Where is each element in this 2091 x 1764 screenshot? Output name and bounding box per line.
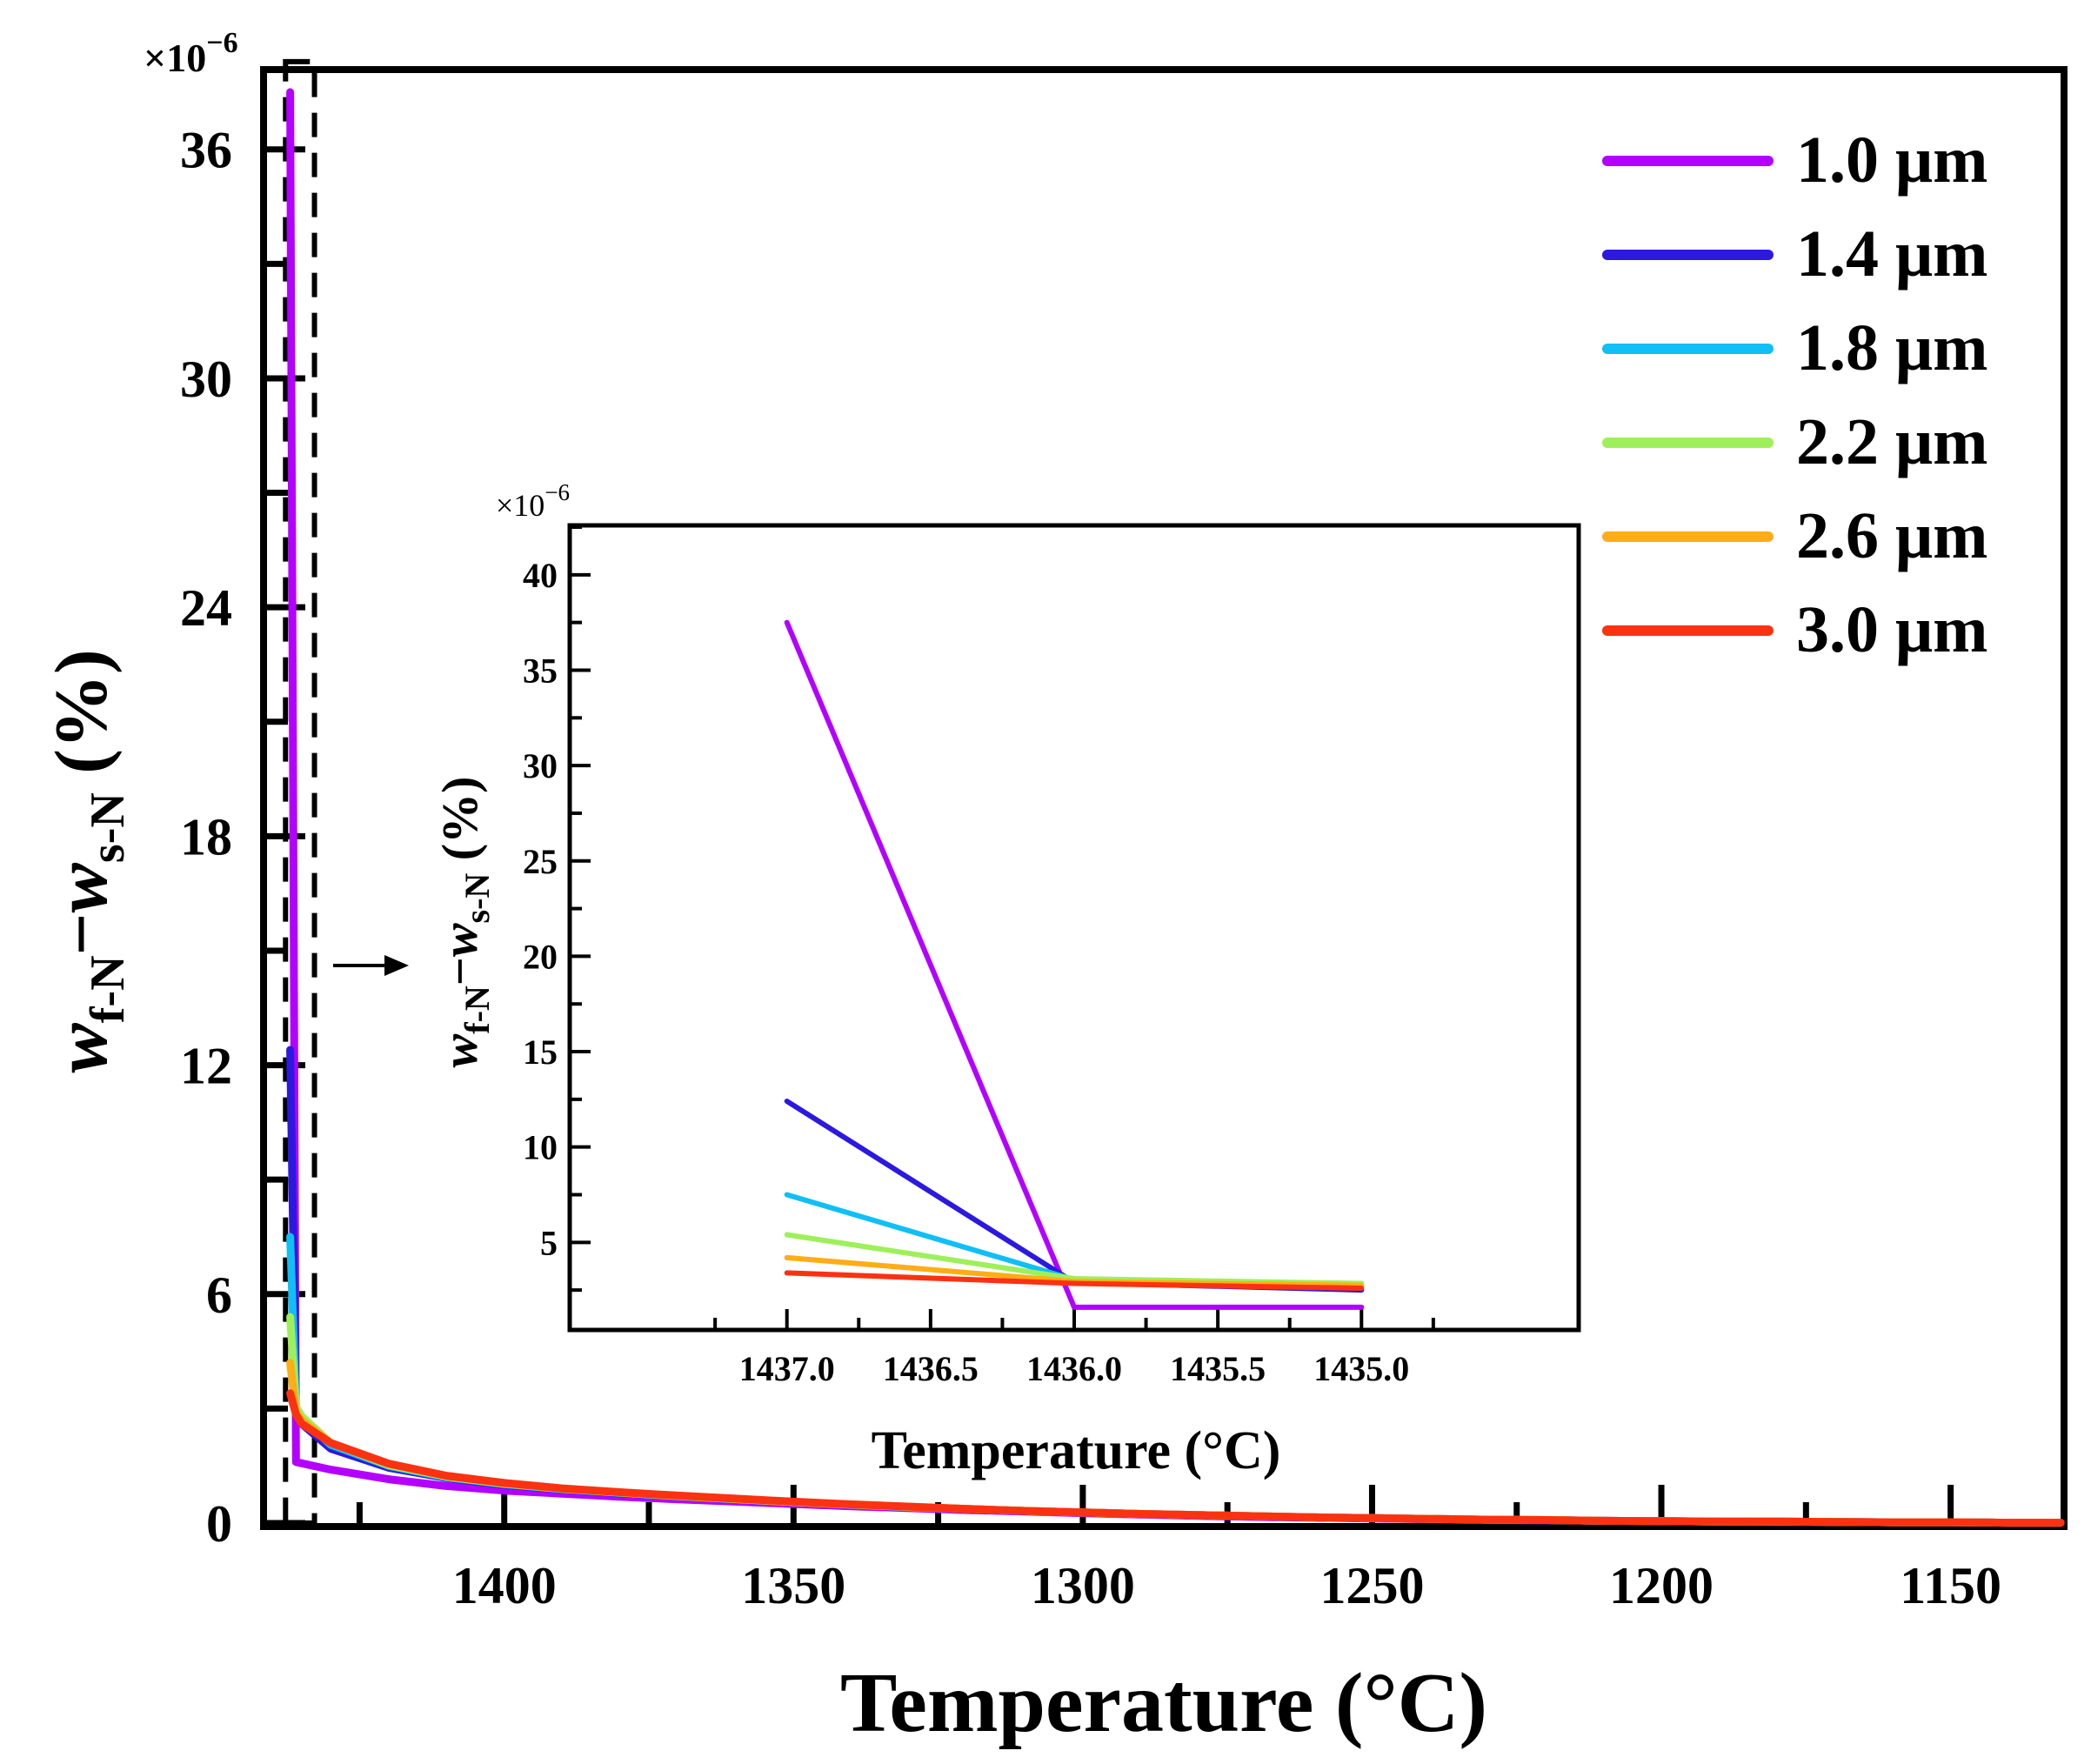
legend-label: 2.2 μm xyxy=(1796,405,1987,478)
inset-arrow-head xyxy=(384,955,409,976)
legend-item: 2.2 μm xyxy=(1602,405,1987,478)
zoom-region-box xyxy=(283,58,317,1526)
x-tick-label: 1435.0 xyxy=(1313,1349,1409,1388)
y-tick-label: 15 xyxy=(523,1032,558,1072)
x-tick-label: 1436.0 xyxy=(1026,1349,1122,1388)
legend-label: 2.6 μm xyxy=(1796,499,1987,572)
legend-item: 1.8 μm xyxy=(1602,311,1987,384)
legend-item: 1.0 μm xyxy=(1602,124,1987,197)
y-tick-label: 30 xyxy=(180,351,232,408)
series-line-1-0um xyxy=(784,619,1365,1310)
x-tick-label: 1150 xyxy=(1900,1557,2001,1614)
main-y-axis-label: wf-N−ws-N (%) xyxy=(39,649,135,1072)
inset-scale-note: ×10−6 xyxy=(496,479,570,523)
x-tick-label: 1437.0 xyxy=(739,1349,835,1388)
main-scale-note: ×10−6 xyxy=(144,27,238,80)
x-tick-label: 1300 xyxy=(1031,1557,1135,1614)
main-plot-area: 1400 1350 1300 1250 1200 1150 0 6 12 18 24 30 36 xyxy=(180,58,2065,1614)
y-tick-label: 5 xyxy=(540,1223,558,1262)
legend-label: 1.8 μm xyxy=(1796,311,1987,384)
series-line-3-0um xyxy=(784,1270,1365,1291)
legend-item: 1.4 μm xyxy=(1602,217,1987,291)
x-tick-label: 1435.5 xyxy=(1170,1349,1266,1388)
legend-item: 2.6 μm xyxy=(1602,499,1987,572)
inset-plot-area: 1437.0 1436.5 1436.0 1435.5 1435.0 5 10 15 20 25 3… xyxy=(523,525,1435,1388)
y-tick-label: 24 xyxy=(180,579,232,637)
y-tick-label: 35 xyxy=(523,651,558,690)
inset-plot-frame xyxy=(567,523,1581,1333)
inset-x-axis-label: Temperature (°C) xyxy=(872,1421,1281,1480)
y-tick-label: 12 xyxy=(180,1038,232,1095)
legend: 1.0 μm 1.4 μm 1.8 μm 2.2 μm 2.6 μm 3.0 μm xyxy=(1602,124,1987,666)
x-tick-label: 1436.5 xyxy=(883,1349,979,1388)
y-tick-label: 18 xyxy=(180,808,232,865)
y-tick-label: 25 xyxy=(523,842,558,881)
inset-y-axis-label: wf-N−ws-N (%) xyxy=(431,777,497,1068)
main-x-axis-label: Temperature (°C) xyxy=(840,1656,1487,1750)
y-tick-label: 30 xyxy=(523,746,558,785)
legend-label: 1.4 μm xyxy=(1796,217,1987,291)
y-tick-label: 10 xyxy=(523,1128,558,1167)
legend-label: 1.0 μm xyxy=(1796,124,1987,197)
y-tick-label: 36 xyxy=(180,122,232,179)
legend-item: 3.0 μm xyxy=(1602,593,1987,666)
x-tick-label: 1200 xyxy=(1609,1557,1714,1614)
series-line-3-0um xyxy=(286,1389,2065,1527)
x-tick-label: 1350 xyxy=(741,1557,845,1614)
legend-label: 3.0 μm xyxy=(1796,593,1987,666)
x-tick-label: 1400 xyxy=(452,1557,557,1614)
y-tick-label: 20 xyxy=(523,937,558,976)
y-tick-label: 0 xyxy=(206,1495,232,1553)
x-tick-label: 1250 xyxy=(1319,1557,1424,1614)
y-tick-label: 6 xyxy=(206,1266,232,1324)
y-tick-label: 40 xyxy=(523,556,558,595)
